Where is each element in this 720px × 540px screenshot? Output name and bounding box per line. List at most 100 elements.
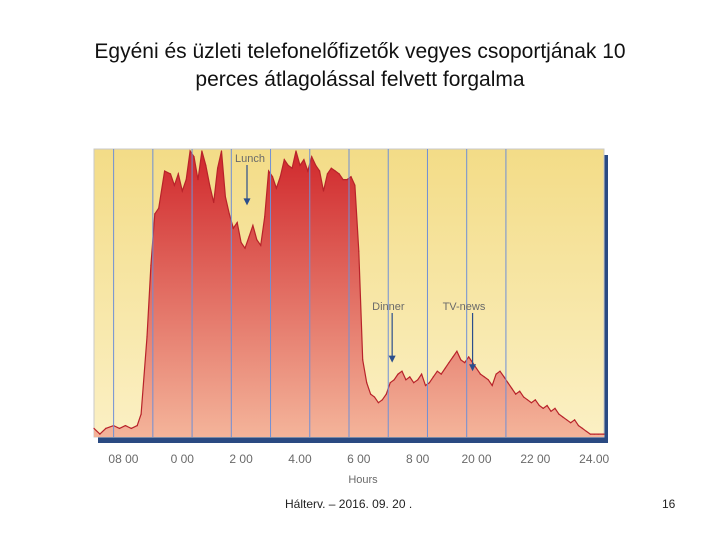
data-point: [315, 164, 317, 166]
data-point: [499, 370, 501, 372]
data-point: [491, 384, 493, 387]
data-point: [479, 373, 481, 375]
data-point: [456, 350, 458, 352]
data-point: [173, 184, 175, 186]
data-point: [236, 221, 238, 224]
data-point: [495, 373, 497, 375]
x-tick-label: 20 00: [461, 452, 491, 466]
data-point: [326, 173, 328, 175]
data-point: [523, 396, 525, 398]
footer-text: Hálterv. – 2016. 09. 20 .: [285, 497, 413, 511]
annotation-dinner: Dinner: [372, 301, 405, 313]
data-point: [585, 430, 587, 432]
x-tick-label: 08 00: [108, 452, 138, 466]
data-point: [354, 184, 356, 186]
data-point: [405, 379, 407, 381]
data-point: [377, 402, 379, 404]
data-point: [448, 362, 450, 364]
data-point: [436, 370, 438, 372]
annotation-arrowhead: [243, 198, 251, 206]
data-point: [428, 382, 430, 384]
data-point: [409, 376, 411, 378]
data-point: [393, 379, 395, 381]
data-point: [240, 241, 242, 244]
data-point: [193, 156, 195, 158]
data-point: [389, 382, 391, 384]
data-point: [577, 425, 580, 427]
x-tick-label: 2 00: [229, 452, 253, 466]
data-point: [291, 167, 293, 169]
data-point: [460, 359, 462, 361]
data-point: [232, 227, 234, 229]
data-point: [515, 393, 517, 395]
data-point: [311, 156, 313, 158]
data-point: [511, 387, 513, 389]
x-axis-label: Hours: [348, 474, 378, 486]
data-point: [197, 179, 199, 181]
data-point: [224, 196, 226, 198]
data-point: [228, 213, 230, 215]
data-point: [205, 164, 207, 166]
x-tick-label: 0 00: [171, 452, 195, 466]
data-point: [99, 433, 101, 435]
data-point: [303, 159, 305, 161]
data-point: [181, 190, 183, 192]
data-point: [593, 433, 595, 435]
x-tick-label: 6 00: [347, 452, 371, 466]
data-point: [566, 419, 568, 421]
data-point: [185, 179, 187, 181]
data-point: [385, 393, 387, 395]
x-tick-label: 24.00: [579, 452, 609, 466]
data-point: [299, 164, 301, 166]
data-point: [597, 433, 599, 435]
data-point: [487, 379, 489, 381]
data-point: [319, 170, 321, 172]
data-point: [201, 150, 203, 152]
data-point: [158, 207, 160, 209]
data-point: [570, 422, 572, 424]
annotation-arrowhead: [388, 355, 396, 363]
data-point: [146, 336, 148, 338]
data-point: [177, 173, 179, 175]
data-point: [424, 384, 427, 387]
data-point: [268, 170, 270, 172]
slide-title-line-1: Egyéni és üzleti telefonelőfizetők vegye…: [94, 40, 626, 63]
data-point: [217, 167, 219, 169]
data-point: [464, 362, 466, 364]
data-point: [475, 367, 478, 369]
data-point: [346, 179, 348, 181]
data-point: [118, 427, 121, 429]
data-point: [397, 373, 399, 375]
data-point: [362, 359, 364, 361]
data-point: [421, 373, 423, 375]
data-point: [283, 159, 285, 161]
x-tick-label: 8 00: [406, 452, 430, 466]
data-point: [271, 176, 274, 178]
data-point: [452, 356, 454, 358]
annotation-tv-news: TV-news: [443, 301, 486, 313]
data-point: [554, 407, 556, 409]
x-tick-label: 4.00: [288, 452, 312, 466]
data-point: [338, 173, 340, 175]
data-point: [334, 170, 336, 172]
data-point: [440, 373, 442, 375]
data-point: [342, 179, 344, 181]
data-point: [550, 410, 552, 412]
annotation-lunch: Lunch: [235, 153, 265, 165]
data-point: [542, 407, 544, 409]
data-point: [150, 264, 152, 266]
data-point: [189, 150, 191, 152]
data-point: [413, 382, 415, 384]
data-point: [574, 419, 576, 421]
data-point: [350, 176, 352, 178]
data-point: [93, 427, 95, 429]
data-point: [468, 356, 470, 358]
annotation-arrowhead: [469, 364, 477, 372]
data-point: [124, 425, 126, 427]
data-point: [130, 427, 132, 429]
slide-title: Egyéni és üzleti telefonelőfizetők vegye…: [30, 38, 690, 94]
data-point: [370, 393, 372, 395]
data-point: [538, 404, 540, 407]
data-point: [256, 239, 258, 241]
